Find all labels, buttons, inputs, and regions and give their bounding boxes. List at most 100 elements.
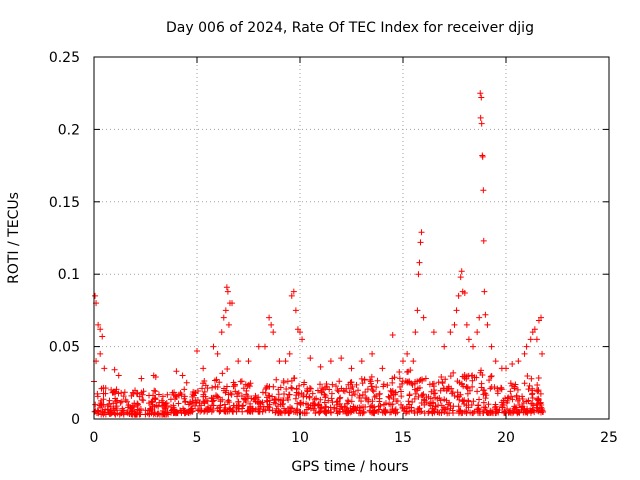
data-point [255, 394, 262, 401]
data-point [250, 396, 257, 403]
data-point [455, 292, 462, 299]
data-point [245, 358, 252, 365]
data-point [216, 407, 223, 414]
data-point [155, 403, 162, 410]
data-point [485, 401, 492, 408]
data-point [266, 383, 273, 390]
data-point [405, 398, 412, 405]
data-point [394, 398, 401, 405]
data-point [507, 388, 514, 395]
data-point [451, 321, 458, 328]
data-point [195, 388, 202, 395]
data-point [98, 385, 105, 392]
data-point [421, 410, 428, 417]
data-point [521, 350, 528, 357]
data-point [136, 393, 143, 400]
data-point [275, 391, 282, 398]
data-point [317, 363, 324, 370]
data-point [417, 239, 424, 246]
data-point [461, 290, 468, 297]
data-point [528, 407, 535, 414]
data-point [483, 392, 490, 399]
data-point [296, 382, 303, 389]
data-point [380, 407, 387, 414]
data-point [327, 358, 334, 365]
data-point [321, 399, 328, 406]
data-point [519, 393, 526, 400]
x-tick-label: 15 [394, 430, 412, 446]
data-point [122, 396, 129, 403]
data-point [148, 410, 155, 417]
data-point [252, 392, 259, 399]
data-point [420, 391, 427, 398]
data-point [208, 395, 215, 402]
data-point [392, 410, 399, 417]
data-point [406, 378, 413, 385]
data-point [102, 385, 109, 392]
data-point [488, 373, 495, 380]
data-point [416, 377, 423, 384]
data-point [247, 408, 254, 415]
data-point [118, 389, 125, 396]
data-point [266, 314, 273, 321]
data-point [420, 396, 427, 403]
data-point [317, 381, 324, 388]
data-point [277, 384, 284, 391]
data-point [386, 409, 393, 416]
data-point [102, 406, 109, 413]
grid [94, 57, 609, 419]
data-point [474, 329, 481, 336]
data-point [163, 400, 170, 407]
data-point [194, 347, 200, 354]
data-point [201, 388, 208, 395]
data-point [353, 381, 360, 388]
data-point [535, 408, 542, 415]
data-point [306, 385, 313, 392]
data-point [179, 372, 186, 379]
data-point [293, 407, 300, 414]
data-point [486, 377, 493, 384]
x-tick-label: 20 [497, 430, 515, 446]
data-point [344, 397, 351, 404]
data-point [256, 398, 263, 405]
data-point [120, 393, 127, 400]
data-point [369, 398, 376, 405]
data-point [140, 397, 147, 404]
data-point [269, 393, 276, 400]
data-point [487, 373, 494, 380]
data-point [361, 376, 368, 383]
data-point [465, 404, 472, 411]
data-point [373, 384, 380, 391]
data-point [514, 386, 521, 393]
data-point [178, 391, 185, 398]
data-point [117, 399, 124, 406]
data-point [488, 343, 495, 350]
data-point [167, 396, 174, 403]
data-point [239, 403, 246, 410]
data-point [360, 409, 367, 416]
x-tick-label: 5 [193, 430, 202, 446]
data-point [376, 398, 383, 405]
data-point [482, 311, 489, 318]
data-point [441, 343, 448, 350]
data-point [459, 397, 466, 404]
data-point [408, 407, 415, 414]
chart-title: Day 006 of 2024, Rate Of TEC Index for r… [166, 20, 534, 36]
data-point [201, 377, 208, 384]
data-point [261, 343, 268, 350]
data-point [246, 383, 253, 390]
data-point [220, 387, 227, 394]
data-point [450, 369, 457, 376]
data-point [524, 372, 531, 379]
data-point [152, 388, 159, 395]
data-point [363, 395, 370, 402]
data-point [283, 386, 290, 393]
data-point [375, 403, 382, 410]
data-point [266, 407, 273, 414]
data-point [239, 408, 246, 415]
data-point [100, 401, 107, 408]
data-point [276, 358, 283, 365]
data-point [227, 406, 234, 413]
data-point [359, 380, 366, 387]
data-point [358, 398, 365, 405]
